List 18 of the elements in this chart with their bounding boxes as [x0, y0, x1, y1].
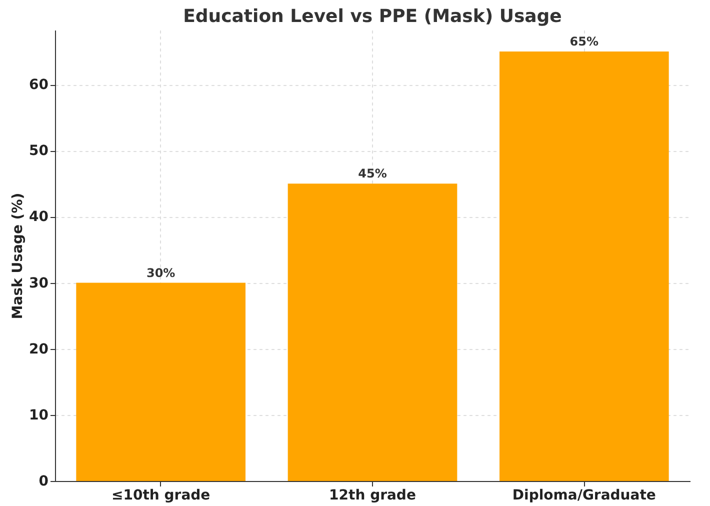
x-tick-label: ≤10th grade	[112, 488, 210, 504]
y-tick-label: 40	[29, 209, 49, 226]
y-tick-label: 60	[29, 77, 49, 94]
y-tick-label: 10	[29, 407, 49, 424]
bar	[500, 51, 669, 481]
chart-title: Education Level vs PPE (Mask) Usage	[183, 6, 562, 27]
data-label: 65%	[570, 34, 599, 48]
y-tick-label: 20	[29, 341, 49, 358]
data-label: 45%	[358, 166, 387, 181]
x-tick-label: Diploma/Graduate	[512, 488, 656, 504]
y-tick-label: 0	[38, 474, 49, 490]
data-label: 30%	[146, 266, 176, 280]
y-tick-label: 50	[29, 143, 49, 160]
y-axis-title: Mask Usage (%)	[10, 192, 26, 320]
y-tick-label: 30	[29, 275, 49, 292]
bar	[76, 282, 246, 481]
bar	[288, 184, 458, 481]
x-tick-label: 12th grade	[329, 488, 416, 504]
